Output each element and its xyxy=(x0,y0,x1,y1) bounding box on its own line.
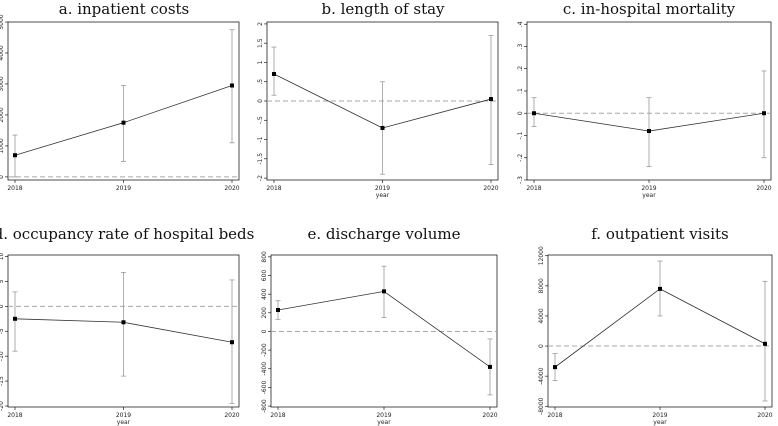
x-tick-label: 2020 xyxy=(224,412,239,419)
data-point xyxy=(658,286,662,291)
x-tick-label: 2019 xyxy=(641,185,656,192)
y-tick-label: 5 xyxy=(0,279,5,283)
data-point xyxy=(762,111,766,116)
x-tick-label: 2019 xyxy=(652,412,667,419)
chart-title: e. discharge volume xyxy=(308,225,461,243)
x-tick-label: 2018 xyxy=(526,185,541,192)
data-point xyxy=(276,308,280,313)
y-tick-label: 0 xyxy=(257,99,264,103)
y-tick-label: -.2 xyxy=(517,154,524,162)
y-tick-label: 1000 xyxy=(0,138,5,153)
chart-title: d. occupancy rate of hospital beds xyxy=(0,225,254,243)
y-tick-label: 200 xyxy=(261,307,268,319)
data-point xyxy=(121,120,126,125)
data-point xyxy=(272,72,276,77)
x-tick-label: 2019 xyxy=(116,412,131,419)
data-point xyxy=(489,97,493,102)
y-tick-label: -10 xyxy=(0,351,5,361)
x-tick-label: 2019 xyxy=(116,185,131,192)
data-point xyxy=(647,129,651,134)
y-tick-label: -800 xyxy=(261,399,268,413)
y-tick-label: .5 xyxy=(257,79,264,85)
y-tick-label: 0 xyxy=(517,111,524,115)
y-tick-label: -2 xyxy=(257,175,264,181)
data-point xyxy=(763,341,767,346)
chart-panel-f: f. outpatient visits -8000 -4000 0 4000 8000 1… xyxy=(538,225,773,426)
x-tick-label: 2020 xyxy=(483,185,498,192)
x-tick-label: 2020 xyxy=(756,185,771,192)
data-point xyxy=(380,125,385,130)
x-tick-label: 2019 xyxy=(375,185,390,192)
chart-title: c. in-hospital mortality xyxy=(563,0,736,18)
y-tick-label: 1 xyxy=(257,60,264,64)
y-tick-label: 4000 xyxy=(0,45,5,60)
data-point xyxy=(230,83,234,88)
y-tick-label: 2000 xyxy=(0,107,5,122)
x-axis-title: year xyxy=(376,192,390,199)
x-tick-label: 2018 xyxy=(270,412,285,419)
y-tick-label: -.1 xyxy=(517,131,524,139)
y-tick-label: -8000 xyxy=(538,397,545,415)
data-point xyxy=(488,364,492,369)
x-tick-label: 2019 xyxy=(376,412,391,419)
y-tick-label: -.5 xyxy=(257,116,264,124)
chart-title: b. length of stay xyxy=(321,0,445,18)
y-tick-label: 3000 xyxy=(0,76,5,91)
y-tick-label: 12000 xyxy=(538,246,545,265)
x-tick-label: 2020 xyxy=(482,412,497,419)
y-tick-label: 0 xyxy=(0,175,5,179)
y-tick-label: 1.5 xyxy=(257,38,264,48)
chart-panel-a: a. inpatient costs 0 1000 2000 3000 4000 5000 2… xyxy=(0,0,240,192)
data-point xyxy=(13,153,17,158)
x-axis-title: year xyxy=(642,192,656,199)
x-axis-title: year xyxy=(377,419,391,426)
y-tick-label: -.3 xyxy=(517,176,524,184)
y-tick-label: 10 xyxy=(0,252,5,260)
y-tick-label: -400 xyxy=(261,362,268,376)
y-tick-label: 5000 xyxy=(0,14,5,29)
chart-panel-b: b. length of stay -2 -1.5 -1 -.5 0 .5 1 1.5 2 2018… xyxy=(257,0,499,199)
y-tick-label: .3 xyxy=(517,43,524,49)
y-tick-label: 800 xyxy=(261,251,268,263)
x-axis-title: year xyxy=(653,419,667,426)
x-tick-label: 2018 xyxy=(7,185,22,192)
y-tick-label: .1 xyxy=(517,88,524,94)
x-tick-label: 2020 xyxy=(224,185,239,192)
y-tick-label: .4 xyxy=(517,21,524,27)
data-point xyxy=(230,340,234,345)
y-tick-label: 0 xyxy=(538,344,545,348)
x-tick-label: 2018 xyxy=(266,185,281,192)
y-tick-label: 4000 xyxy=(538,308,545,323)
data-point xyxy=(121,320,126,325)
chart-panel-d: d. occupancy rate of hospital beds -20 -15… xyxy=(0,225,254,426)
y-tick-label: 2 xyxy=(257,22,264,26)
y-tick-label: -600 xyxy=(261,380,268,394)
y-tick-label: -1 xyxy=(257,136,264,142)
data-point xyxy=(553,365,557,370)
chart-title: a. inpatient costs xyxy=(59,0,190,18)
x-tick-label: 2020 xyxy=(757,412,772,419)
x-axis-title: year xyxy=(117,419,131,426)
y-tick-label: -1.5 xyxy=(257,153,264,165)
y-tick-label: -5 xyxy=(0,328,5,334)
data-point xyxy=(382,289,386,294)
y-tick-label: 400 xyxy=(261,288,268,300)
y-tick-label: -20 xyxy=(0,401,5,411)
y-tick-label: .2 xyxy=(517,66,524,72)
chart-title: f. outpatient visits xyxy=(591,225,728,243)
y-tick-label: 8000 xyxy=(538,278,545,293)
y-tick-label: -200 xyxy=(261,343,268,357)
y-tick-label: 600 xyxy=(261,270,268,282)
x-tick-label: 2018 xyxy=(547,412,562,419)
data-point xyxy=(13,316,17,321)
chart-panel-c: c. in-hospital mortality -.3 -.2 -.1 0 .1 .2 .3… xyxy=(517,0,772,199)
y-tick-label: 0 xyxy=(0,304,5,308)
data-point xyxy=(532,111,536,116)
y-tick-label: -15 xyxy=(0,376,5,386)
chart-panel-e: e. discharge volume -800 -600 -400 -200 0 200 4… xyxy=(261,225,498,426)
y-tick-label: 0 xyxy=(261,329,268,333)
y-tick-label: -4000 xyxy=(538,367,545,385)
x-tick-label: 2018 xyxy=(7,412,22,419)
